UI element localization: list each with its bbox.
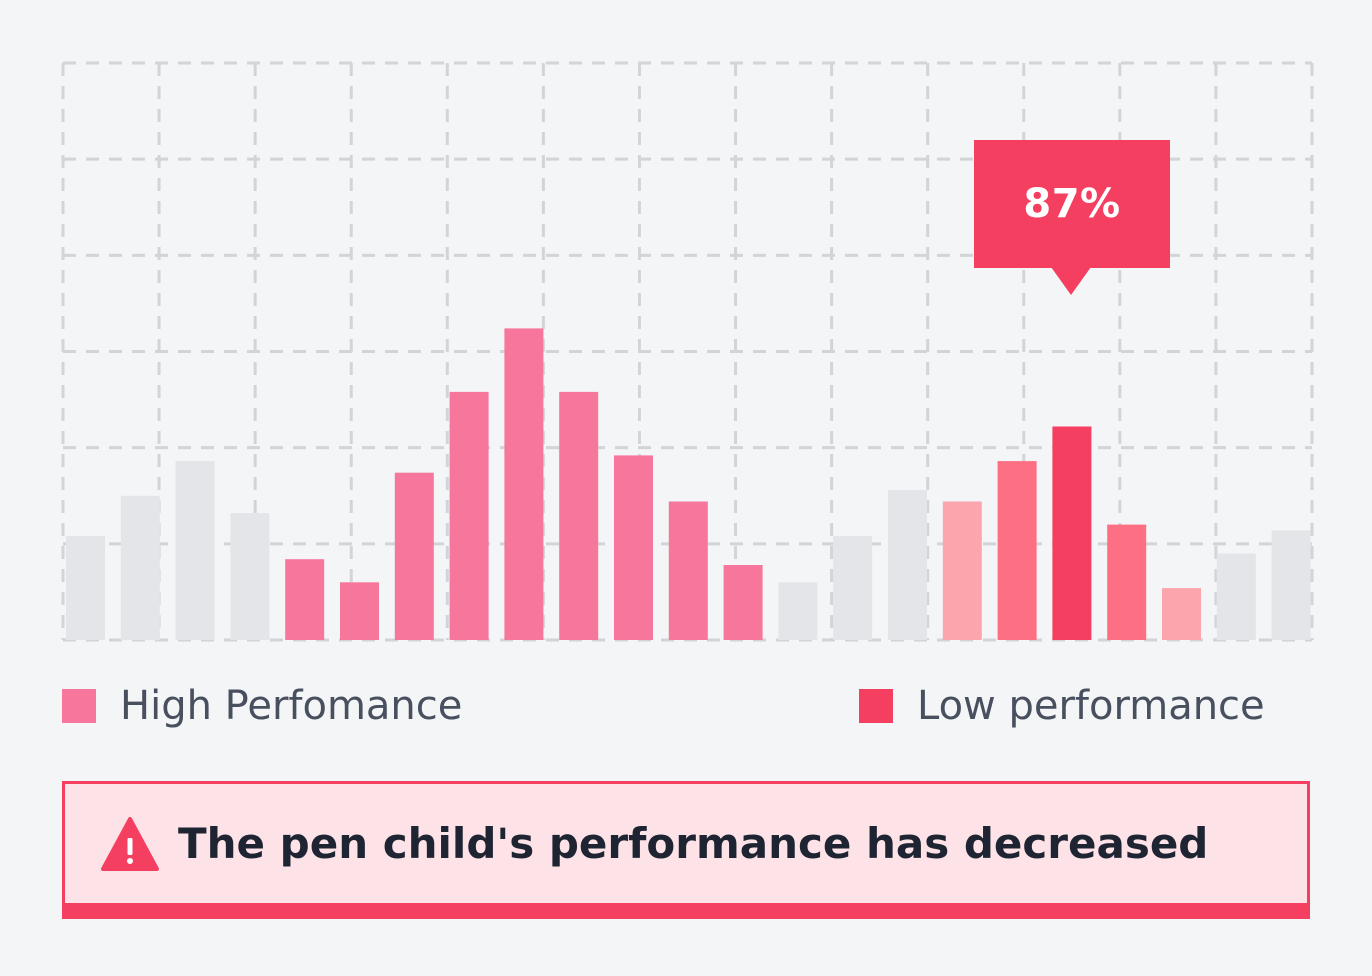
legend-item-low-performance: Low performance [859, 682, 1265, 730]
bar-12[interactable] [668, 501, 708, 641]
bar-9[interactable] [504, 328, 544, 640]
legend-label-high-performance: High Perfomance [120, 683, 463, 729]
bar-23[interactable] [1271, 530, 1311, 640]
bar-1[interactable] [66, 536, 105, 640]
legend-label-low-performance: Low performance [917, 683, 1265, 729]
alert-message: The pen child's performance has decrease… [178, 819, 1209, 868]
bar-15[interactable] [833, 536, 873, 640]
warning-triangle-icon [101, 816, 159, 871]
bar-22[interactable] [1216, 553, 1256, 641]
bar-16[interactable] [888, 490, 927, 640]
bar-4[interactable] [230, 513, 270, 640]
legend-swatch-high-performance [62, 689, 96, 723]
bar-7[interactable] [394, 472, 434, 640]
bar-21[interactable] [1162, 588, 1201, 640]
legend-item-high-performance: High Perfomance [62, 682, 462, 730]
bar-19[interactable] [1052, 426, 1092, 641]
bar-3[interactable] [175, 461, 215, 640]
bar-17[interactable] [942, 501, 982, 641]
bar-13[interactable] [723, 565, 763, 640]
performance-alert: The pen child's performance has decrease… [62, 781, 1310, 919]
bar-11[interactable] [614, 455, 653, 640]
bar-18[interactable] [997, 461, 1037, 640]
bar-chart [61, 61, 1314, 642]
bar-5[interactable] [285, 559, 325, 640]
bar-8[interactable] [449, 391, 489, 640]
bar-14[interactable] [778, 582, 818, 640]
bar-6[interactable] [340, 582, 379, 640]
value-tooltip: 87% [974, 140, 1170, 268]
legend-swatch-low-performance [859, 689, 893, 723]
tooltip-pointer [1051, 267, 1091, 295]
chart-bars [66, 328, 1311, 641]
bar-10[interactable] [559, 391, 599, 640]
bar-2[interactable] [120, 495, 160, 641]
bar-20[interactable] [1107, 524, 1147, 640]
